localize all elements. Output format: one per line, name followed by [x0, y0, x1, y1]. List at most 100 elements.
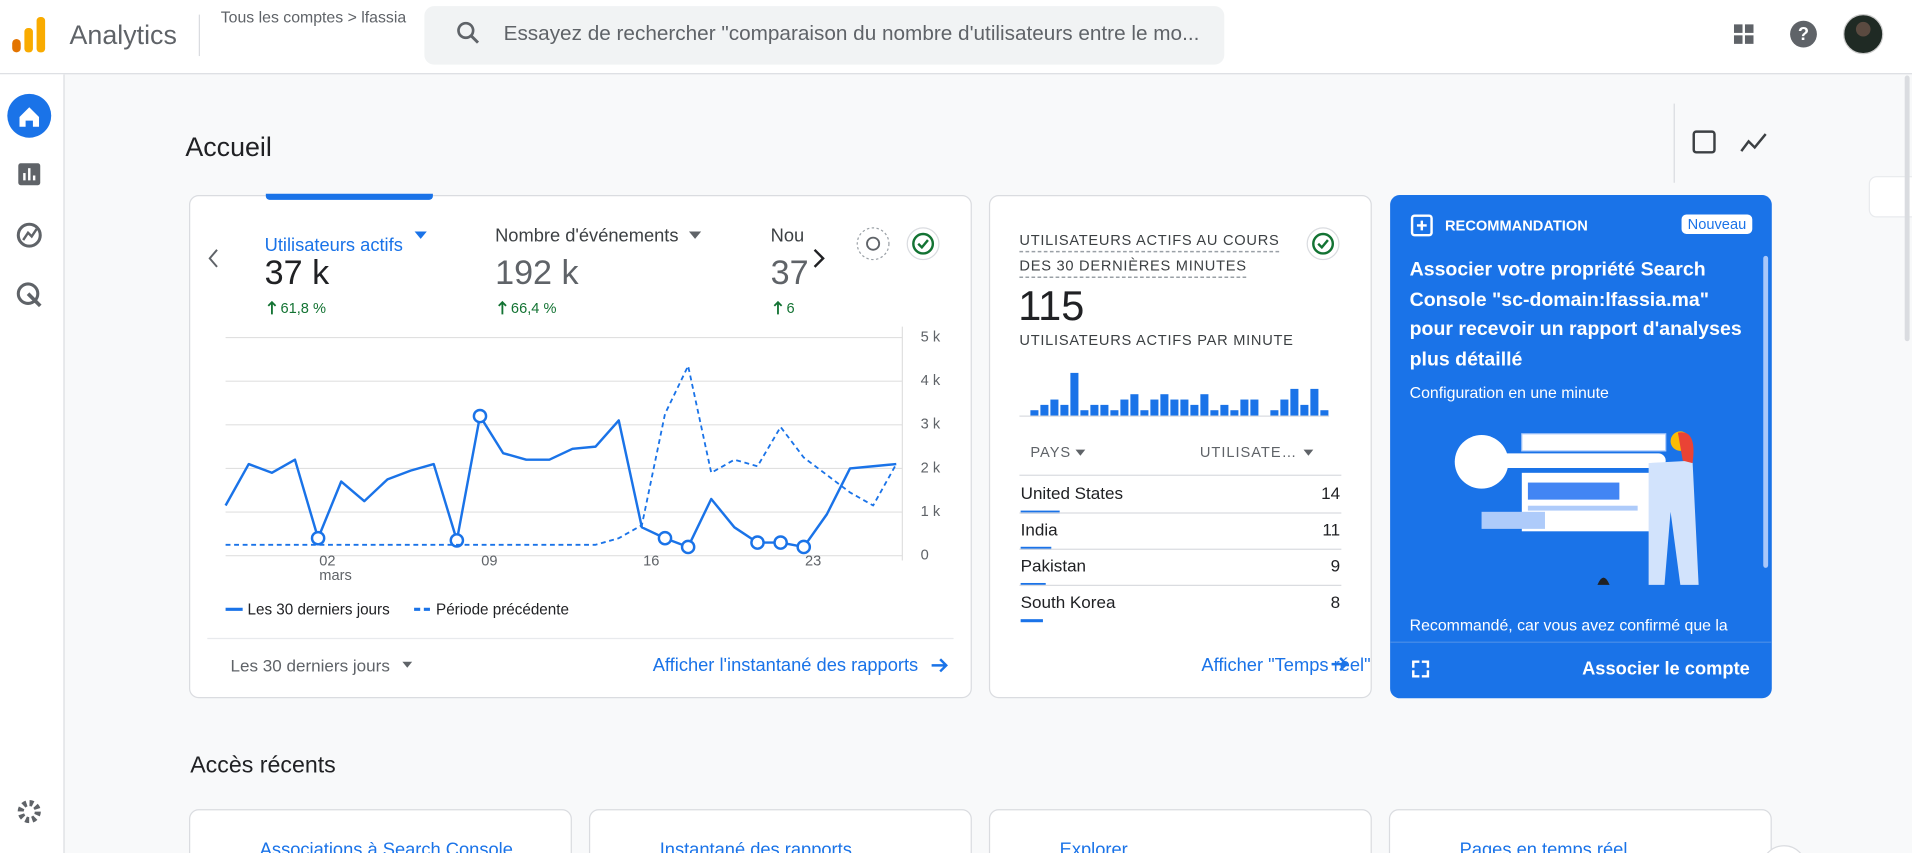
bar	[1130, 394, 1139, 416]
next-arrow[interactable]	[813, 248, 825, 268]
metric-label[interactable]: Nou	[770, 225, 805, 247]
status-icon[interactable]	[1306, 227, 1340, 261]
sort-icon[interactable]	[1303, 449, 1314, 456]
realtime-value: 115	[1018, 283, 1085, 330]
recent-title: Accès récents	[190, 753, 336, 779]
side-tab[interactable]	[1868, 176, 1912, 218]
realtime-link[interactable]: Afficher "Temps réel"	[1201, 654, 1371, 676]
anomaly-point	[680, 539, 696, 555]
recent-item[interactable]: Associations à Search Console	[259, 839, 513, 853]
realtime-title[interactable]: UTILISATEURS ACTIFS AU COURS DES 30 DERN…	[1019, 231, 1280, 275]
bar	[1110, 410, 1119, 416]
count-bar	[1020, 582, 1046, 587]
recommendation-action[interactable]: Associer le compte	[1582, 658, 1750, 680]
metric-value: 37	[770, 253, 808, 292]
prev-arrow[interactable]	[208, 249, 218, 268]
overview-card	[189, 194, 972, 699]
home-icon	[19, 107, 40, 127]
insights-icon[interactable]	[1740, 133, 1767, 152]
count-bar	[1020, 546, 1052, 550]
bar	[1180, 399, 1189, 416]
recent-card[interactable]	[1388, 809, 1772, 853]
dropdown-icon[interactable]	[414, 231, 427, 239]
metric-label[interactable]: Nombre d'événements	[495, 225, 679, 247]
status-icon[interactable]	[906, 227, 940, 261]
page-title: Accueil	[185, 131, 272, 163]
date-range[interactable]: Les 30 derniers jours	[230, 655, 390, 676]
notes-icon[interactable]	[1692, 130, 1716, 154]
nav-explore[interactable]	[16, 222, 42, 248]
recommendation-subtitle: Configuration en une minute	[1409, 383, 1609, 402]
anomaly-point	[796, 539, 812, 555]
apps-icon[interactable]	[1733, 24, 1754, 44]
bar	[1250, 399, 1259, 416]
bar	[1040, 404, 1049, 416]
bar	[1120, 399, 1129, 416]
search-icon[interactable]	[457, 21, 475, 40]
bar	[1090, 404, 1099, 416]
bar	[1050, 399, 1059, 416]
recent-card[interactable]	[588, 809, 972, 853]
anomaly-point	[310, 530, 326, 546]
anomaly-point	[472, 408, 488, 424]
link-arrow[interactable]	[1331, 657, 1348, 672]
recent-card[interactable]	[189, 809, 572, 853]
x-tick-label: 02	[319, 554, 335, 570]
scrollbar	[1763, 255, 1769, 568]
bar	[1100, 404, 1109, 416]
bar	[1190, 404, 1199, 416]
recent-item[interactable]: Instantané des rapports	[659, 839, 852, 853]
sidebar	[0, 74, 65, 853]
table-header[interactable]: PAYS	[1030, 443, 1072, 461]
bar	[1270, 410, 1279, 416]
metric-label[interactable]: Utilisateurs actifs	[264, 235, 403, 256]
metric-tabs: Utilisateurs actifs 37 k 61,8 % Nombre d…	[256, 213, 808, 329]
expand-icon[interactable]	[1412, 660, 1430, 678]
search-placeholder[interactable]: Essayez de rechercher "comparaison du no…	[503, 21, 1200, 46]
bar	[1140, 410, 1149, 416]
count-bar	[1020, 510, 1060, 514]
advertising-icon	[26, 292, 42, 308]
metric-change: 61,8 %	[280, 299, 327, 317]
recent-item[interactable]: Pages en temps réel	[1459, 839, 1628, 853]
series-line	[224, 414, 897, 549]
user-count: 9	[1331, 557, 1340, 576]
breadcrumb[interactable]: Tous les comptes > lfassia	[220, 7, 407, 27]
bar	[1160, 394, 1169, 416]
dropdown-icon[interactable]	[402, 661, 413, 668]
bar	[1310, 388, 1319, 416]
y-tick-label: 5 k	[921, 329, 941, 345]
recent-item[interactable]: Explorer	[1059, 839, 1128, 853]
bar	[1220, 404, 1229, 416]
nav-settings[interactable]	[17, 800, 41, 824]
y-tick-label: 0	[921, 548, 929, 564]
link-arrow[interactable]	[931, 658, 948, 673]
search-box[interactable]	[424, 6, 1225, 65]
nav-advertising[interactable]	[16, 282, 40, 305]
table-header[interactable]: UTILISATE…	[1199, 443, 1298, 461]
recent-card[interactable]	[988, 809, 1372, 853]
product-name[interactable]: Analytics	[69, 19, 177, 50]
status-icon	[917, 239, 929, 250]
x-tick-label: 23	[805, 554, 821, 570]
fab[interactable]	[1762, 845, 1806, 853]
help-icon[interactable]	[1790, 20, 1817, 48]
sort-icon[interactable]	[1075, 449, 1086, 456]
x-tick-label: 09	[481, 554, 497, 570]
user-count: 11	[1322, 520, 1340, 539]
recommendation-icon	[1410, 214, 1433, 237]
bar	[1290, 388, 1299, 416]
report-link[interactable]: Afficher l'instantané des rapports	[652, 654, 919, 676]
user-count: 14	[1321, 484, 1340, 503]
divider	[198, 14, 200, 57]
bar	[1150, 399, 1159, 416]
insight-icon[interactable]	[856, 227, 890, 261]
bar	[1080, 410, 1089, 416]
bar	[1030, 410, 1039, 416]
badge: Nouveau	[1681, 214, 1753, 234]
dropdown-icon[interactable]	[688, 231, 702, 239]
reports-icon	[23, 168, 36, 181]
